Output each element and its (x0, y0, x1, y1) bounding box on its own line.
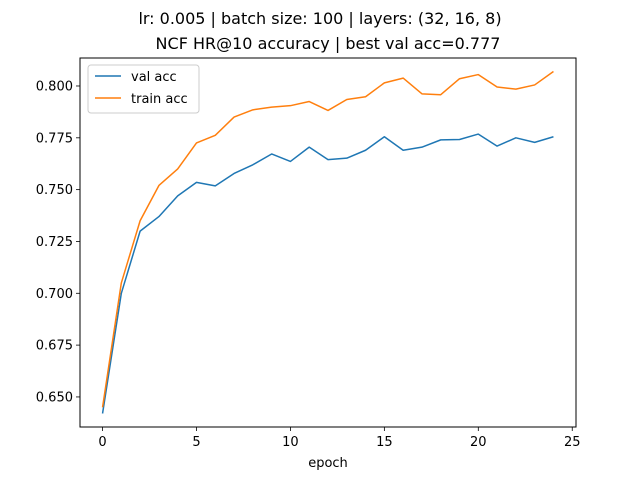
data-point-val-acc-20 (477, 133, 480, 136)
chart-title-line-1: lr: 0.005 | batch size: 100 | layers: (3… (138, 9, 501, 28)
data-point-train-acc-18 (439, 93, 442, 96)
x-tick-label: 20 (470, 435, 487, 450)
data-point-val-acc-17 (420, 146, 423, 149)
legend-label-train-acc: train acc (131, 92, 188, 107)
series-line-val-acc (101, 133, 554, 414)
x-axis-label: epoch (308, 456, 348, 471)
legend: val acc train acc (87, 64, 200, 114)
x-axis-ticks: 0 5 10 15 20 25 (98, 427, 581, 450)
y-tick-label: 0.800 (36, 79, 73, 94)
data-point-val-acc-19 (458, 138, 461, 141)
x-tick-label: 0 (98, 435, 106, 450)
x-tick-label: 15 (376, 435, 393, 450)
data-point-val-acc-10 (289, 160, 292, 163)
y-tick-label: 0.650 (36, 390, 73, 405)
data-point-train-acc-19 (458, 77, 461, 80)
x-tick-label: 5 (192, 435, 200, 450)
data-point-train-acc-10 (289, 104, 292, 107)
data-point-train-acc-5 (195, 141, 198, 144)
data-point-train-acc-3 (157, 184, 160, 187)
legend-label-val-acc: val acc (131, 70, 177, 85)
x-tick-label: 25 (564, 435, 581, 450)
series-layer (101, 70, 555, 415)
data-point-val-acc-24 (552, 135, 555, 138)
data-point-val-acc-6 (214, 184, 217, 187)
data-point-val-acc-5 (195, 181, 198, 184)
data-point-train-acc-14 (364, 95, 367, 98)
data-point-train-acc-17 (420, 92, 423, 95)
series-line-train-acc (101, 70, 554, 408)
y-axis-ticks: 0.650 0.675 0.700 0.725 0.750 0.775 0.800 (36, 79, 80, 405)
data-point-val-acc-22 (514, 136, 517, 139)
data-point-train-acc-1 (120, 281, 123, 284)
data-point-train-acc-4 (176, 167, 179, 170)
y-tick-label: 0.700 (36, 287, 73, 302)
data-point-val-acc-18 (439, 138, 442, 141)
data-point-train-acc-21 (496, 86, 499, 89)
data-point-train-acc-8 (251, 108, 254, 111)
data-point-train-acc-9 (270, 106, 273, 109)
data-point-train-acc-24 (552, 70, 555, 73)
data-point-train-acc-2 (139, 219, 142, 222)
data-point-val-acc-4 (176, 194, 179, 197)
data-point-train-acc-20 (477, 73, 480, 76)
data-point-val-acc-9 (270, 152, 273, 155)
data-point-train-acc-16 (402, 77, 405, 80)
chart-title-line-2: NCF HR@10 accuracy | best val acc=0.777 (156, 34, 501, 53)
data-point-val-acc-23 (533, 141, 536, 144)
data-point-train-acc-22 (514, 88, 517, 91)
data-point-val-acc-7 (233, 172, 236, 175)
data-point-val-acc-0 (101, 412, 104, 415)
data-point-val-acc-15 (383, 135, 386, 138)
data-point-train-acc-12 (327, 109, 330, 112)
y-tick-label: 0.750 (36, 183, 73, 198)
x-tick-label: 10 (282, 435, 299, 450)
data-point-train-acc-11 (308, 100, 311, 103)
data-point-train-acc-15 (383, 81, 386, 84)
data-point-val-acc-14 (364, 149, 367, 152)
y-tick-label: 0.675 (36, 339, 73, 354)
data-point-val-acc-16 (402, 149, 405, 152)
y-tick-label: 0.775 (36, 131, 73, 146)
legend-frame (87, 64, 200, 114)
data-point-val-acc-8 (251, 163, 254, 166)
data-point-val-acc-2 (139, 230, 142, 233)
data-point-train-acc-23 (533, 83, 536, 86)
data-point-val-acc-3 (157, 215, 160, 218)
y-tick-label: 0.725 (36, 235, 73, 250)
data-point-val-acc-13 (345, 157, 348, 160)
data-point-train-acc-0 (101, 406, 104, 409)
data-point-train-acc-13 (345, 98, 348, 101)
data-point-val-acc-12 (327, 158, 330, 161)
plot-area-frame (79, 57, 577, 428)
data-point-val-acc-11 (308, 146, 311, 149)
data-point-val-acc-21 (496, 145, 499, 148)
data-point-train-acc-7 (233, 116, 236, 119)
data-point-train-acc-6 (214, 134, 217, 137)
